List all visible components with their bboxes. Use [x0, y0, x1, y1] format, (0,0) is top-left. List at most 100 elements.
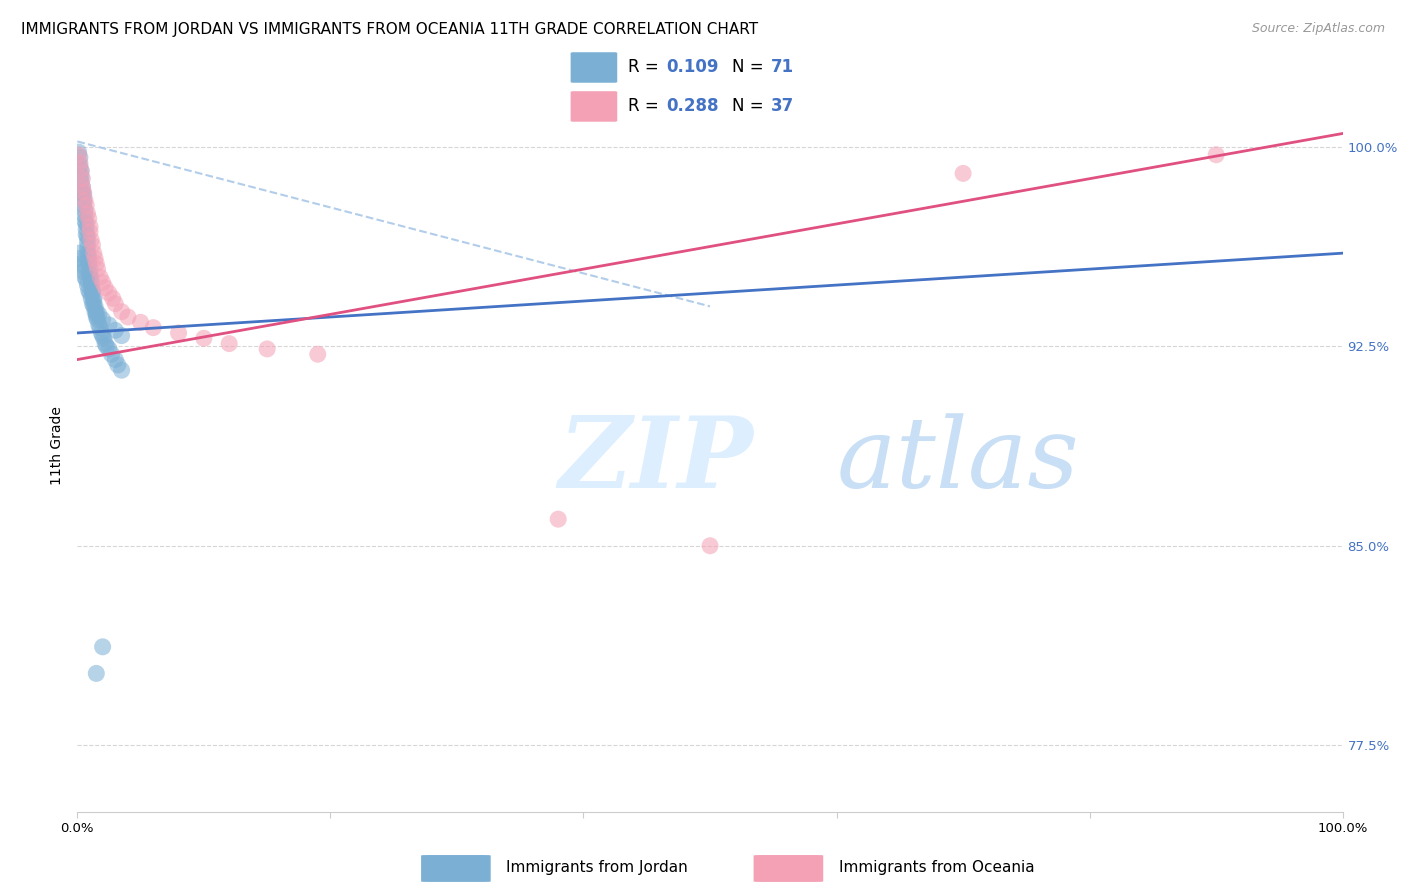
Point: [70, 257, 93, 271]
Point: [104, 323, 127, 337]
Point: [73, 198, 96, 212]
Point: [79, 268, 101, 282]
Point: [96, 339, 118, 353]
Point: [193, 331, 215, 345]
FancyBboxPatch shape: [571, 53, 617, 83]
Text: R =: R =: [628, 59, 664, 77]
Point: [77, 284, 100, 298]
Text: N =: N =: [733, 97, 769, 115]
Point: [76, 230, 98, 244]
Text: 0.109: 0.109: [666, 59, 718, 77]
Point: [86, 257, 108, 271]
Point: [104, 296, 127, 310]
Point: [86, 304, 108, 318]
Point: [87, 318, 110, 332]
Point: [73, 265, 96, 279]
Point: [111, 363, 132, 377]
Y-axis label: 11th Grade: 11th Grade: [51, 407, 65, 485]
Point: [80, 233, 103, 247]
Point: [67, 147, 90, 161]
Point: [218, 336, 240, 351]
Point: [72, 179, 94, 194]
Point: [93, 331, 115, 345]
Point: [73, 187, 96, 202]
Point: [256, 342, 278, 356]
Point: [94, 336, 117, 351]
Text: R =: R =: [628, 97, 664, 115]
Point: [70, 174, 93, 188]
Point: [84, 304, 107, 318]
Point: [75, 222, 97, 236]
Point: [83, 299, 105, 313]
Point: [73, 203, 96, 218]
Point: [75, 273, 97, 287]
Point: [77, 211, 100, 226]
Text: N =: N =: [733, 59, 769, 77]
Point: [87, 307, 110, 321]
Point: [73, 209, 96, 223]
Point: [84, 252, 107, 266]
Point: [73, 193, 96, 207]
Text: Immigrants from Oceania: Immigrants from Oceania: [838, 860, 1035, 875]
Point: [142, 320, 165, 334]
Point: [307, 347, 329, 361]
Point: [76, 246, 98, 260]
Point: [91, 276, 114, 290]
Point: [67, 246, 90, 260]
Point: [91, 328, 114, 343]
FancyBboxPatch shape: [422, 855, 491, 882]
Text: 37: 37: [770, 97, 794, 115]
Point: [76, 235, 98, 250]
Point: [72, 185, 94, 199]
Point: [80, 292, 103, 306]
Point: [76, 206, 98, 220]
Point: [167, 326, 190, 340]
Point: [94, 281, 117, 295]
Point: [86, 310, 108, 324]
Point: [75, 217, 97, 231]
Point: [79, 262, 101, 277]
Point: [79, 270, 101, 285]
Point: [76, 241, 98, 255]
Point: [1205, 147, 1227, 161]
Point: [72, 260, 94, 274]
Point: [72, 179, 94, 194]
Point: [83, 293, 105, 308]
Point: [79, 225, 101, 239]
Text: 0.288: 0.288: [666, 97, 718, 115]
Point: [79, 219, 101, 234]
Point: [70, 169, 93, 183]
Point: [101, 292, 124, 306]
Point: [76, 278, 98, 293]
Point: [77, 257, 100, 271]
Point: [91, 312, 114, 326]
Point: [75, 198, 97, 212]
FancyBboxPatch shape: [571, 91, 617, 121]
Point: [86, 262, 108, 277]
Point: [75, 227, 97, 242]
Point: [73, 214, 96, 228]
Point: [73, 270, 96, 285]
Point: [82, 286, 104, 301]
Point: [91, 640, 114, 654]
Point: [90, 326, 112, 340]
Point: [84, 299, 107, 313]
Point: [952, 166, 974, 180]
Point: [73, 193, 96, 207]
Point: [82, 296, 104, 310]
Point: [69, 155, 91, 169]
Point: [86, 307, 108, 321]
Point: [89, 270, 111, 285]
Point: [72, 171, 94, 186]
Point: [100, 347, 122, 361]
Point: [70, 163, 93, 178]
Point: [70, 163, 93, 178]
Text: atlas: atlas: [837, 413, 1080, 508]
Point: [104, 352, 127, 367]
Point: [98, 318, 120, 332]
Point: [82, 238, 104, 252]
Point: [69, 252, 91, 266]
Point: [699, 539, 721, 553]
Point: [83, 246, 105, 260]
Point: [129, 315, 152, 329]
